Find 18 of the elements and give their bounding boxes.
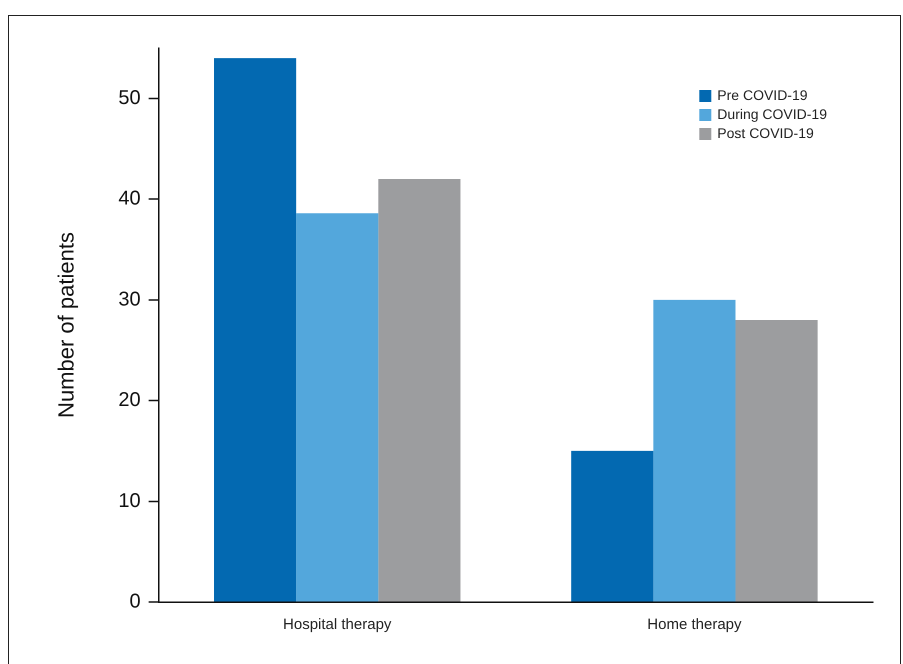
legend-label: Pre COVID-19 [717,86,808,103]
bar [571,450,654,602]
legend-label: Post COVID-19 [717,124,814,141]
y-tick-label: 10 [118,490,141,512]
x-tick-label: Hospital therapy [283,616,392,634]
y-tick-label: 0 [130,590,141,613]
legend-label: During COVID-19 [717,106,828,122]
y-tick-label: 30 [118,288,141,310]
bar [378,178,460,602]
y-tick-label: 20 [118,389,141,412]
y-tick-label: 40 [118,188,141,210]
bar [653,300,736,602]
bar [214,58,296,602]
bar [735,320,818,602]
y-axis-title: Number of patients [53,232,78,418]
bar [296,213,378,602]
x-tick-label: Home therapy [647,616,742,634]
y-tick-label: 50 [118,86,141,109]
